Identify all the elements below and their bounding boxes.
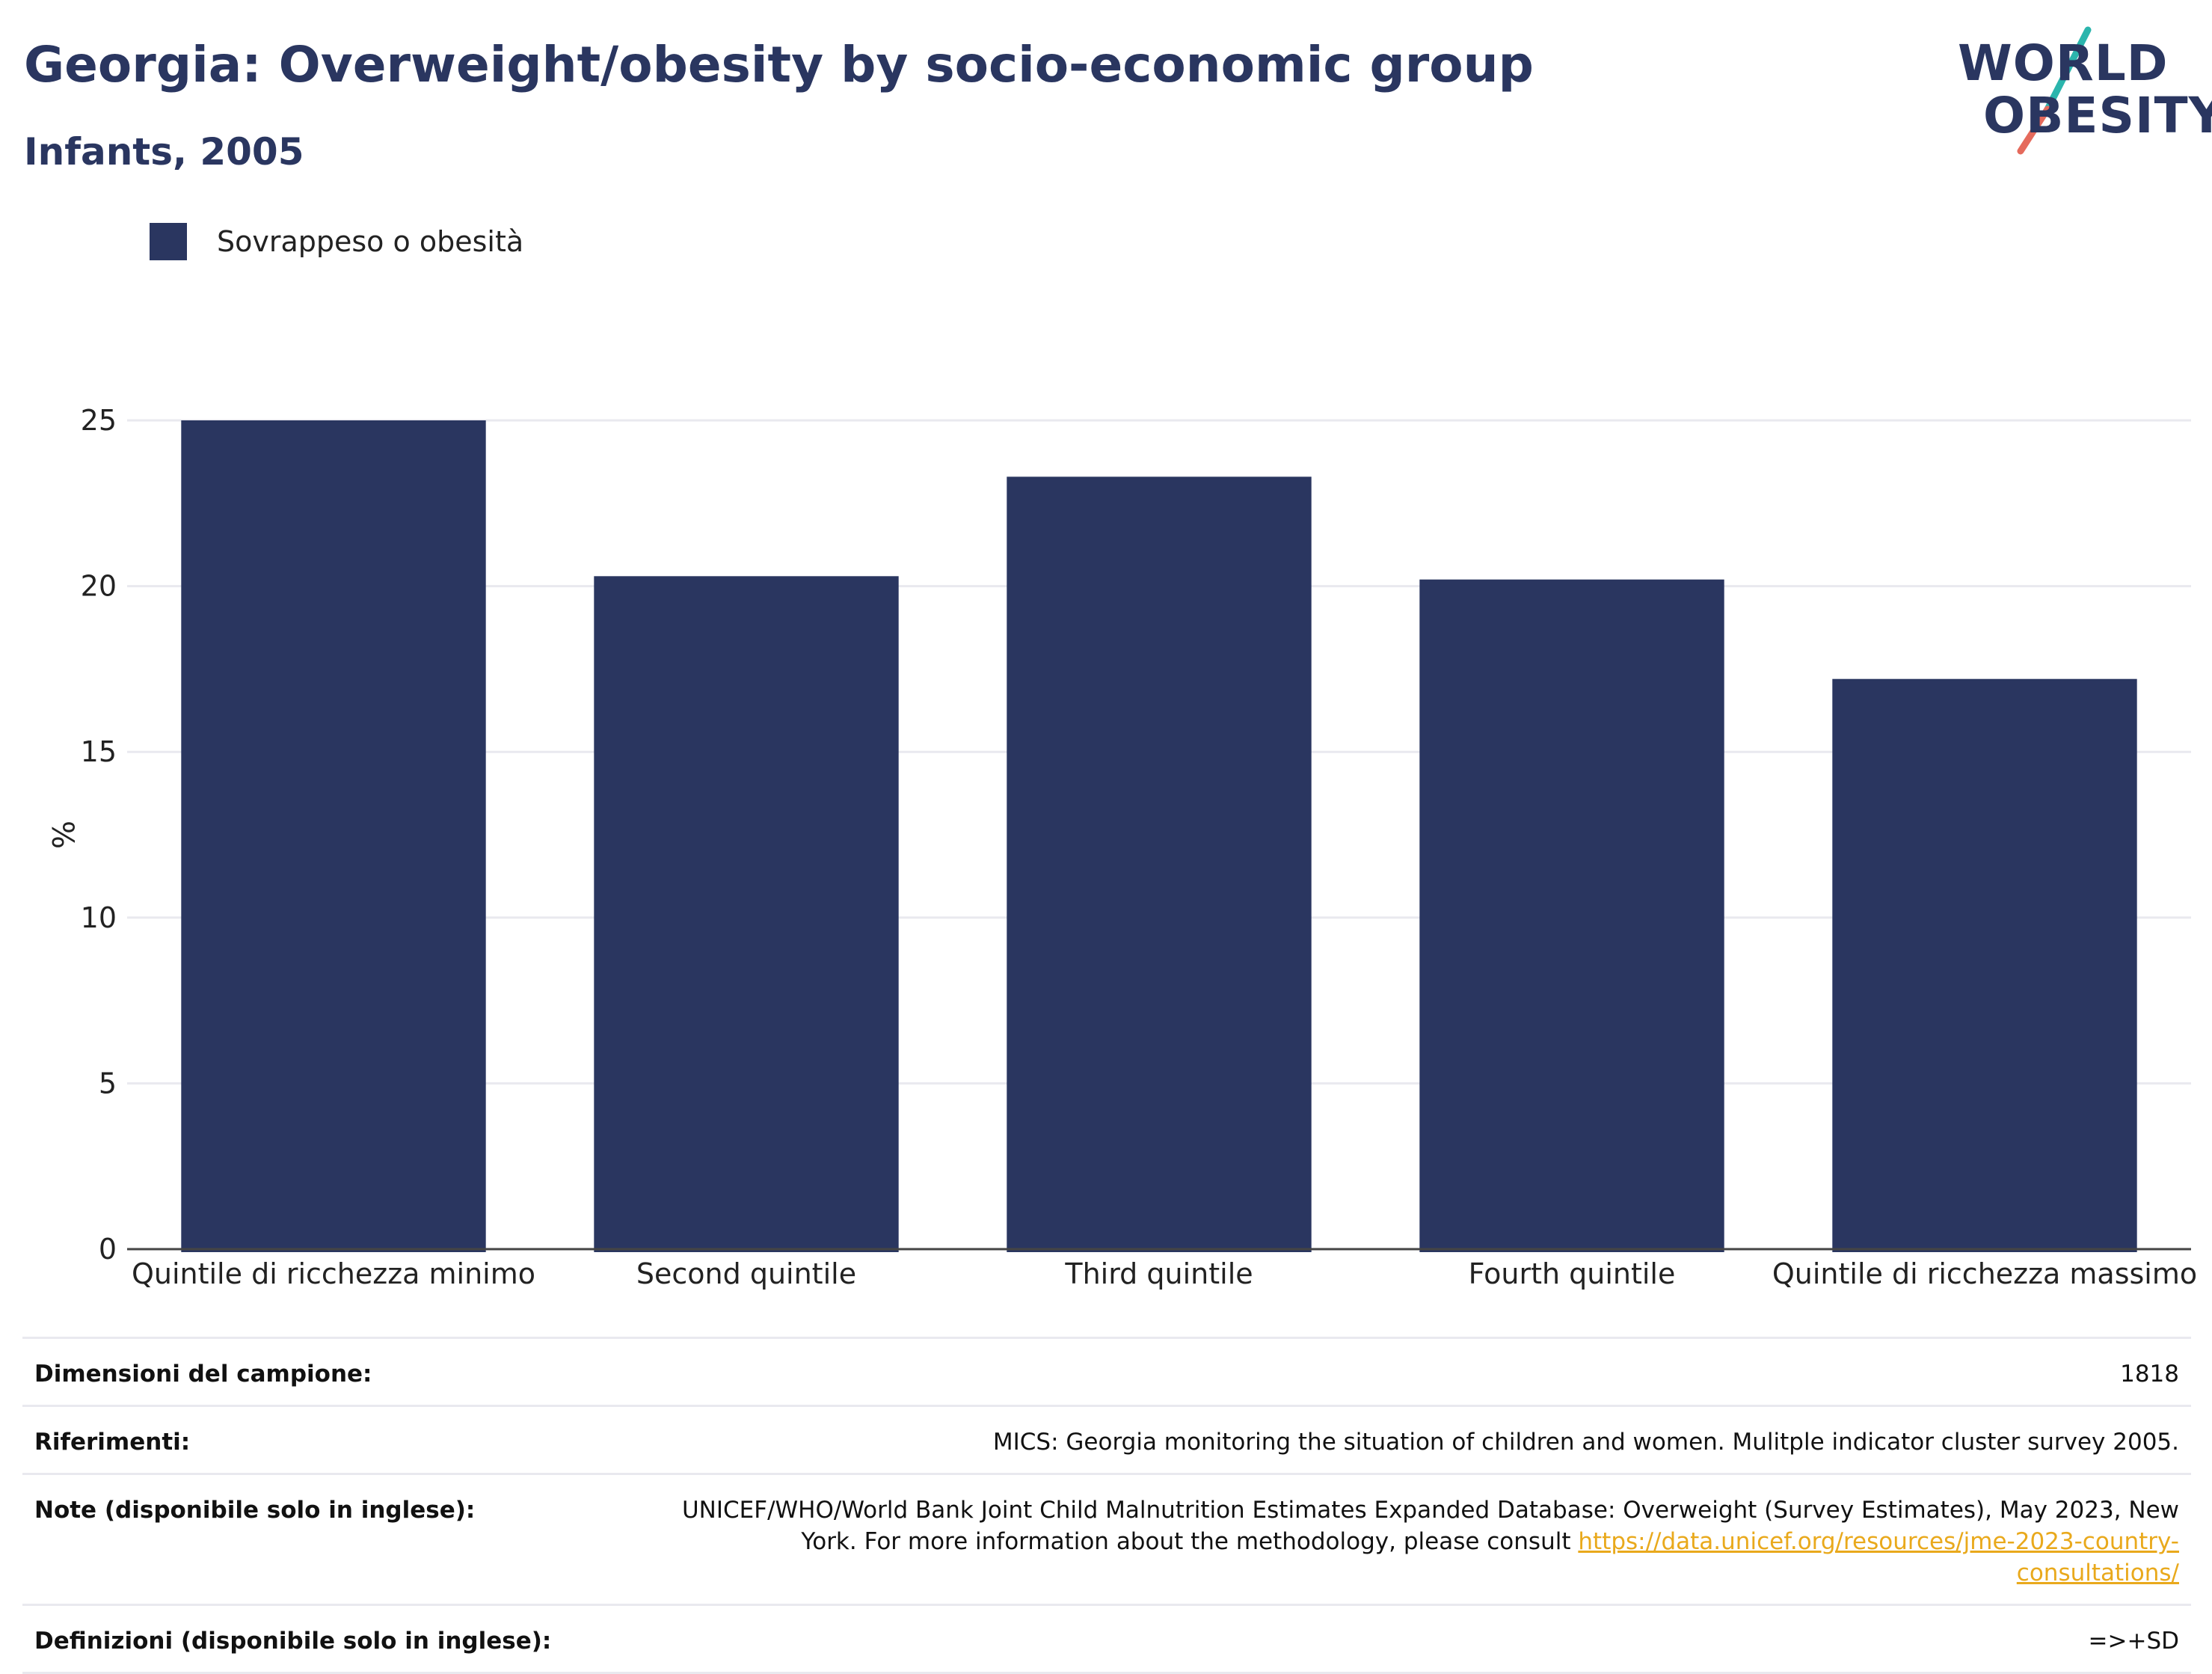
info-label: Dimensioni del campione: xyxy=(34,1361,372,1388)
info-value: MICS: Georgia monitoring the situation o… xyxy=(992,1429,2179,1456)
x-tick-label: Quintile di ricchezza massimo xyxy=(1772,1257,2197,1290)
info-value: =>+SD xyxy=(2088,1628,2179,1655)
bar[interactable] xyxy=(1419,579,1724,1252)
y-tick-label: 10 xyxy=(81,901,117,934)
info-label: Definizioni (disponibile solo in inglese… xyxy=(34,1628,552,1655)
world-obesity-logo[interactable]: WORLD OBESITY xyxy=(1952,22,2212,157)
y-axis-label: % xyxy=(45,821,79,849)
logo-slash-icon xyxy=(2017,26,2092,155)
y-tick-label: 15 xyxy=(81,735,117,768)
chart-title: Georgia: Overweight/obesity by socio-eco… xyxy=(24,36,1534,93)
info-row-sample-size: Dimensioni del campione: 1818 xyxy=(22,1339,2191,1407)
x-tick-label: Quintile di ricchezza minimo xyxy=(132,1257,535,1290)
logo-line-1: WORLD xyxy=(1958,34,2169,92)
chart-legend[interactable]: Sovrappeso o obesità xyxy=(150,223,523,260)
info-row-notes: Note (disponibile solo in inglese): UNIC… xyxy=(22,1475,2191,1606)
bar[interactable] xyxy=(594,576,899,1252)
y-tick-label: 25 xyxy=(81,404,117,437)
logo-line-2: OBESITY xyxy=(1983,87,2212,144)
info-value: 1818 xyxy=(2120,1361,2179,1388)
y-tick-label: 5 xyxy=(99,1067,117,1100)
info-label: Note (disponibile solo in inglese): xyxy=(34,1497,476,1524)
bar-chart: 0 5 10 15 20 25 Quintile di ricchezza minimo Se… xyxy=(45,404,2197,1290)
info-value: UNICEF/WHO/World Bank Joint Child Malnut… xyxy=(646,1494,2179,1589)
notes-text: UNICEF/WHO/World Bank Joint Child Malnut… xyxy=(681,1497,2179,1555)
bar[interactable] xyxy=(1007,476,1312,1252)
legend-label: Sovrappeso o obesità xyxy=(217,225,524,258)
info-row-definitions: Definizioni (disponibile solo in inglese… xyxy=(22,1606,2191,1674)
info-label: Riferimenti: xyxy=(34,1429,191,1456)
methodology-link[interactable]: https://data.unicef.org/resources/jme-20… xyxy=(1578,1528,2179,1586)
x-tick-label: Fourth quintile xyxy=(1469,1257,1676,1290)
y-tick-label: 0 xyxy=(99,1233,117,1266)
info-table: Dimensioni del campione: 1818 Riferiment… xyxy=(22,1337,2191,1674)
x-tick-label: Third quintile xyxy=(1064,1257,1253,1290)
legend-swatch xyxy=(150,223,187,260)
bar[interactable] xyxy=(1832,678,2137,1252)
y-tick-label: 20 xyxy=(81,570,117,603)
chart-subtitle: Infants, 2005 xyxy=(24,130,304,174)
info-row-references: Riferimenti: MICS: Georgia monitoring th… xyxy=(22,1407,2191,1475)
x-tick-label: Second quintile xyxy=(636,1257,856,1290)
bar[interactable] xyxy=(181,420,486,1252)
